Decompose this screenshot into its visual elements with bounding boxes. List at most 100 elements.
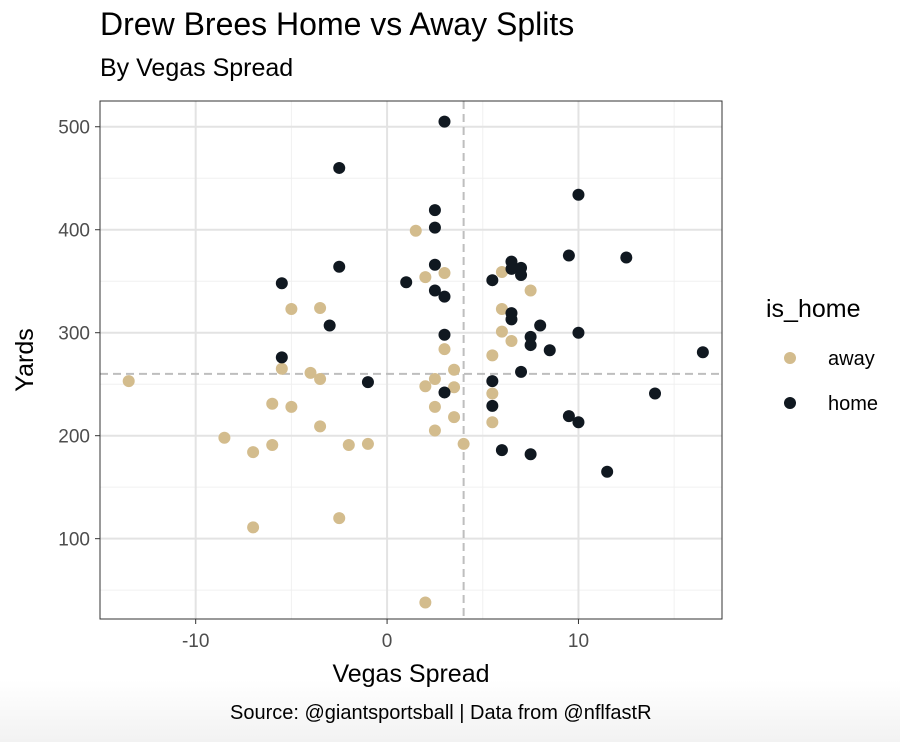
legend-label-home: home [828, 393, 878, 415]
point-away [419, 271, 432, 284]
point-away [428, 400, 441, 413]
point-away [122, 375, 135, 388]
point-home [428, 284, 441, 297]
point-away [314, 301, 327, 314]
legend: is_home away home [766, 295, 878, 415]
point-home [495, 444, 508, 457]
legend-title: is_home [766, 295, 861, 323]
bottom-shade [0, 680, 900, 742]
x-tick-label: -10 [182, 631, 209, 652]
point-home [562, 410, 575, 423]
point-away [247, 446, 260, 459]
y-tick-label: 300 [58, 324, 90, 345]
point-home [534, 319, 547, 332]
y-tick-label: 500 [58, 118, 90, 139]
point-home [562, 249, 575, 262]
point-away [428, 424, 441, 437]
point-home [505, 313, 518, 326]
point-home [428, 221, 441, 234]
point-home [649, 387, 662, 400]
reference-lines [100, 101, 722, 619]
point-away [361, 437, 374, 450]
point-away [448, 411, 461, 424]
point-home [572, 326, 585, 339]
point-away [448, 363, 461, 376]
point-home [438, 328, 451, 341]
point-away [419, 596, 432, 609]
point-home [572, 416, 585, 429]
point-home [696, 346, 709, 359]
point-away [457, 437, 470, 450]
y-tick-label: 100 [58, 530, 90, 551]
point-away [495, 325, 508, 338]
legend-key-home [784, 397, 796, 409]
point-home [543, 344, 556, 357]
x-tick-label: 10 [568, 631, 589, 652]
panel-background [100, 101, 722, 619]
point-home [486, 274, 499, 287]
chart-subtitle: By Vegas Spread [100, 54, 294, 82]
point-home [323, 319, 336, 332]
point-away [486, 387, 499, 400]
point-home [601, 465, 614, 478]
point-away [409, 224, 422, 237]
point-home [524, 448, 537, 461]
point-home [428, 258, 441, 271]
point-home [486, 399, 499, 412]
point-away [275, 362, 288, 375]
point-away [333, 512, 346, 525]
point-away [342, 438, 355, 451]
point-away [419, 380, 432, 393]
point-away [438, 343, 451, 356]
point-home [438, 290, 451, 303]
legend-key-away [784, 352, 796, 364]
point-away [495, 265, 508, 278]
point-away [495, 303, 508, 316]
point-home [505, 262, 518, 275]
point-away [266, 438, 279, 451]
point-home [486, 375, 499, 388]
legend-label-away: away [828, 348, 875, 370]
point-home [361, 376, 374, 389]
grid-lines [99, 101, 722, 619]
x-tick-label: 0 [382, 631, 393, 652]
point-away [438, 266, 451, 279]
point-away [314, 420, 327, 433]
y-tick-label: 200 [58, 427, 90, 448]
point-away [304, 366, 317, 379]
chart-caption: Source: @giantsportsball | Data from @nf… [230, 702, 652, 724]
point-home [515, 365, 528, 378]
point-home [438, 386, 451, 399]
data-points [122, 115, 709, 609]
point-home [438, 115, 451, 128]
point-away [524, 284, 537, 297]
point-away [448, 381, 461, 394]
point-home [333, 161, 346, 174]
point-home [620, 251, 633, 264]
x-axis-title: Vegas Spread [332, 660, 489, 688]
chart-title: Drew Brees Home vs Away Splits [100, 6, 575, 42]
point-away [505, 334, 518, 347]
point-home [400, 276, 413, 289]
point-away [218, 431, 231, 444]
point-away [486, 349, 499, 362]
point-home [572, 188, 585, 201]
point-home [275, 351, 288, 364]
axis-ticks: -10 0 10 100 200 300 400 500 [58, 118, 589, 652]
point-home [333, 260, 346, 273]
y-tick-label: 400 [58, 221, 90, 242]
point-away [285, 400, 298, 413]
point-home [275, 277, 288, 290]
point-away [428, 373, 441, 386]
point-away [247, 521, 260, 534]
point-away [285, 303, 298, 316]
point-away [266, 397, 279, 410]
point-away [486, 416, 499, 429]
point-home [524, 330, 537, 343]
point-away [314, 373, 327, 386]
panel-border [99, 100, 723, 620]
point-home [515, 269, 528, 282]
point-home [524, 339, 537, 352]
y-axis-title: Yards [11, 328, 39, 391]
